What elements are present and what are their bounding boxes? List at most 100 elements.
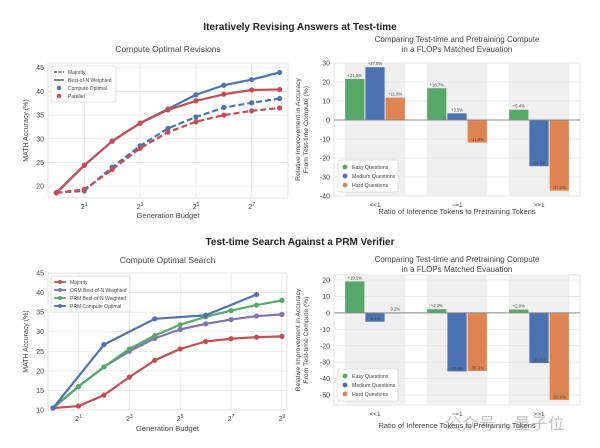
chart-title: Compute Optimal Revisions — [115, 44, 220, 54]
legend-marker — [342, 391, 348, 397]
legend-marker — [56, 93, 62, 99]
data-point — [228, 316, 234, 323]
data-point — [221, 112, 227, 118]
data-point — [152, 357, 158, 363]
bar-value-label: -11.9% — [471, 137, 484, 142]
bar — [549, 312, 569, 400]
bar — [509, 309, 529, 313]
legend-label: Parallel — [68, 94, 85, 100]
legend-label: Medium Questions — [352, 383, 396, 389]
data-point — [221, 91, 227, 97]
x-axis-label: Generation Budget — [136, 424, 200, 433]
bar-value-label: +3.5% — [451, 107, 463, 112]
legend-marker — [56, 85, 62, 91]
bar — [365, 67, 385, 120]
y-tick-label: 10 — [322, 99, 330, 106]
x-tick-label: 23 — [126, 414, 133, 423]
y-tick-label: -20 — [320, 343, 330, 350]
y-tick-label: -40 — [320, 376, 330, 383]
bar — [467, 312, 487, 371]
bar-value-label: -5.4% — [370, 316, 381, 321]
x-tick-label: ~=1 — [451, 202, 463, 209]
data-point — [203, 338, 209, 345]
bar — [447, 312, 467, 372]
data-point — [249, 108, 255, 114]
x-tick-label: 27 — [248, 202, 255, 211]
data-point — [221, 82, 227, 88]
data-point — [109, 138, 115, 144]
suptitle-top: Iteratively Revising Answers at Test-tim… — [203, 22, 397, 33]
bar-value-label: +2.2% — [431, 303, 443, 308]
y-tick-label: -30 — [320, 175, 330, 182]
line-chart-2: 10 15 20 25 30 35 40 45 Compute Optimal Search Ge… — [23, 255, 288, 433]
y-tick-label: 30 — [322, 61, 330, 68]
x-axis-label: Ratio of Inference Tokens to Pretraining… — [378, 421, 536, 430]
y-tick-label: 45 — [36, 271, 44, 278]
legend-marker — [342, 182, 348, 188]
data-point — [221, 104, 227, 111]
legend-label: Medium Questions — [352, 174, 396, 180]
data-point — [81, 162, 87, 168]
y-tick-label: 40 — [36, 290, 44, 297]
bar-value-label: -52.9% — [553, 394, 567, 399]
legend-marker — [58, 296, 62, 300]
legend-label: PRM Best-of-N Weighted — [70, 296, 126, 302]
chart-title: Comparing Test-time and Pretraining Comp… — [375, 255, 540, 264]
data-point — [193, 98, 199, 104]
x-tick-label: >>1 — [533, 202, 545, 209]
bar — [427, 88, 447, 120]
y-tick-label: 25 — [36, 160, 44, 167]
data-point — [277, 105, 283, 111]
bar — [365, 312, 385, 322]
data-point — [50, 405, 56, 411]
data-point — [75, 383, 82, 390]
data-point — [279, 297, 285, 303]
y-tick-label: 45 — [36, 65, 44, 72]
bar-value-label: -24.3% — [532, 161, 546, 166]
data-point — [177, 346, 183, 352]
chart-title: in a FLOPs Matched Evauation — [402, 265, 513, 274]
y-tick-label: 15 — [36, 388, 44, 395]
legend-label: PRM Compute Optimal — [70, 304, 121, 310]
x-tick-label: 27 — [228, 414, 235, 423]
data-point — [203, 321, 209, 327]
y-axis-label: MATH Accuracy (%) — [23, 99, 30, 162]
data-point — [126, 346, 132, 352]
bar — [345, 281, 365, 313]
y-axis-label: MATH Accuracy (%) — [23, 310, 30, 373]
bar — [345, 78, 365, 120]
y-tick-label: 20 — [36, 368, 44, 375]
bar-value-label: -37.2% — [553, 185, 567, 190]
legend-marker — [342, 373, 348, 379]
x-axis-label: Ratio of Inference Tokens to Pretraining… — [378, 207, 536, 216]
bar — [427, 309, 447, 313]
data-point — [177, 322, 183, 328]
y-axis-label: From Test-time Compute (%) — [303, 296, 310, 383]
bar-value-label: -30.5% — [532, 358, 546, 363]
legend-label: ORM Best-of-N Weighted — [70, 288, 127, 294]
data-point — [277, 86, 283, 93]
legend-label: Majority — [68, 70, 86, 76]
bar-value-label: 0.2% — [390, 307, 400, 312]
data-point — [279, 311, 285, 318]
legend-box — [337, 159, 399, 193]
data-point — [177, 326, 183, 332]
chart-title: Compute Optimal Search — [120, 255, 216, 265]
chart-title: in a FLOPs Matched Evauation — [402, 45, 513, 54]
y-tick-label: 10 — [322, 294, 330, 301]
x-tick-label: ~=1 — [451, 411, 463, 418]
data-point — [279, 333, 285, 340]
y-tick-label: 10 — [36, 408, 44, 415]
bar-value-label: +5.4% — [513, 104, 525, 109]
data-point — [203, 312, 209, 318]
bar-value-label: +11.8% — [388, 92, 402, 97]
data-point — [193, 114, 199, 120]
legend-marker — [58, 288, 62, 292]
y-axis-label: From Test-time Compute (%) — [303, 86, 310, 173]
legend-marker — [342, 382, 348, 388]
bar — [385, 97, 405, 120]
y-tick-label: 25 — [36, 349, 44, 356]
bar — [447, 113, 467, 120]
x-tick-label: >>1 — [533, 411, 545, 418]
